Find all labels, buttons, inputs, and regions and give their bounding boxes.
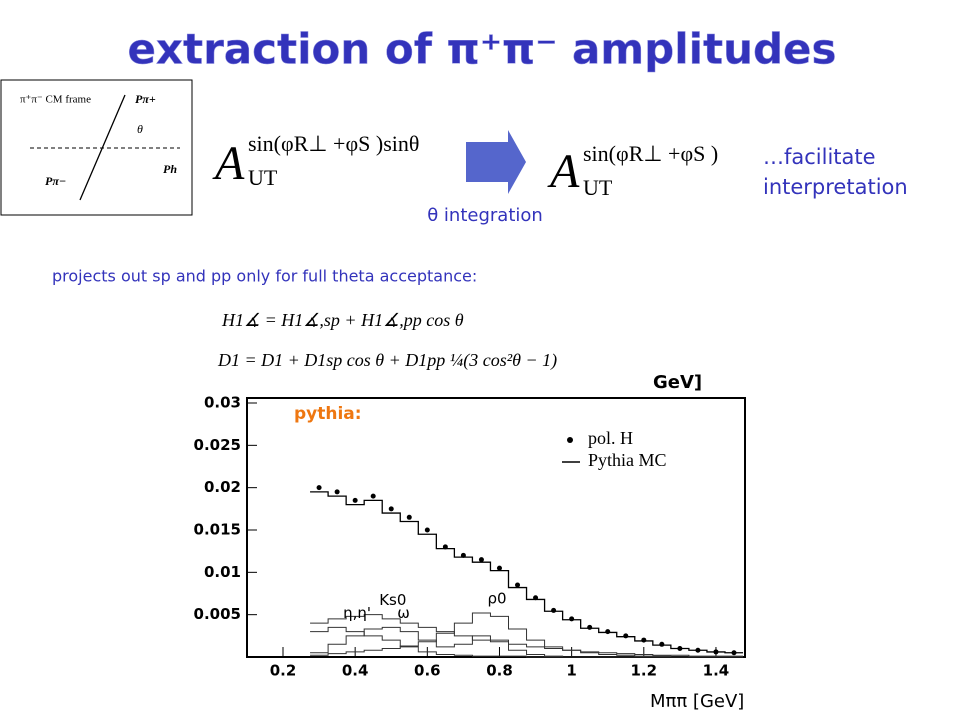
note-line: …facilitate xyxy=(763,145,876,169)
frame-label: π⁺π⁻ CM frame xyxy=(20,94,91,106)
component-line xyxy=(310,612,744,658)
data-point xyxy=(388,506,394,512)
x-tick-label: 1.4 xyxy=(703,662,730,680)
x-tick-label: 0.2 xyxy=(270,662,297,680)
theta-label: θ xyxy=(137,122,143,136)
component-label: η,η' xyxy=(343,604,371,622)
y-tick-label: 0.005 xyxy=(194,605,241,623)
x-tick-label: 0.4 xyxy=(342,662,369,680)
component-label: ω xyxy=(397,604,410,622)
data-point xyxy=(659,641,665,647)
plot: 0.005 0.01 0.015 0.02 0.025 0.03 0.2 0.4 0.6 0.8 1… xyxy=(194,394,746,712)
axis-fragment: GeV] xyxy=(653,372,702,393)
formula-sub: UT xyxy=(248,165,278,190)
component-line xyxy=(310,626,744,658)
series-line xyxy=(310,491,744,654)
x-tick-label: 0.8 xyxy=(486,662,513,680)
data-point xyxy=(515,582,521,588)
formula-base: A xyxy=(212,137,245,190)
x-axis-label: Mππ [GeV] xyxy=(650,691,744,712)
legend-label: pol. H xyxy=(588,428,633,448)
slide-title: extraction of π⁺π⁻ amplitudes xyxy=(127,25,836,74)
formula-base: A xyxy=(547,145,580,198)
data-point xyxy=(605,629,611,635)
y-tick-label: 0.015 xyxy=(194,521,241,539)
data-point xyxy=(569,616,575,622)
data-point xyxy=(641,637,647,643)
formula-sup: sin(φR⊥ +φS )sinθ xyxy=(248,131,419,156)
data-point xyxy=(496,565,502,571)
x-tick-label: 1 xyxy=(566,662,576,680)
formula-right: A sin(φR⊥ +φS ) UT xyxy=(547,141,718,200)
component-label: ρ0 xyxy=(487,589,506,607)
legend-label: Pythia MC xyxy=(588,450,667,470)
data-point xyxy=(370,493,376,499)
data-point xyxy=(587,624,593,630)
projection-text: projects out sp and pp only for full the… xyxy=(52,267,477,286)
p-plus-label: Pπ+ xyxy=(135,92,156,106)
data-point xyxy=(623,633,629,639)
annotation: pythia: xyxy=(294,404,362,424)
arrow-label: θ integration xyxy=(427,205,543,226)
component-label: Ks0 xyxy=(379,591,406,609)
formula-left: A sin(φR⊥ +φS )sinθ UT xyxy=(212,131,419,190)
y-tick-label: 0.02 xyxy=(204,478,241,496)
formula-sub: UT xyxy=(583,175,613,200)
data-point xyxy=(334,489,340,495)
x-tick-label: 0.6 xyxy=(414,662,441,680)
momentum-line xyxy=(79,94,126,201)
data-point xyxy=(478,557,484,563)
note-line: interpretation xyxy=(763,175,908,199)
ph-label: Ph xyxy=(163,162,177,176)
equation: D1 = D1 + D1sp cos θ + D1pp ¼(3 cos²θ − … xyxy=(217,350,557,371)
p-minus-label: Pπ− xyxy=(45,174,66,188)
plot-frame xyxy=(246,397,746,658)
data-point xyxy=(551,607,557,613)
data-point xyxy=(316,485,322,491)
arrow xyxy=(466,130,526,194)
data-point xyxy=(352,497,358,503)
formula-sup: sin(φR⊥ +φS ) xyxy=(583,141,718,166)
y-tick-label: 0.01 xyxy=(204,563,241,581)
equation: H1∡ = H1∡,sp + H1∡,pp cos θ xyxy=(221,310,464,330)
x-tick-label: 1.2 xyxy=(631,662,658,680)
data-point xyxy=(424,527,430,533)
y-tick-label: 0.03 xyxy=(204,394,241,412)
y-tick-label: 0.025 xyxy=(194,436,241,454)
data-point xyxy=(406,514,412,520)
legend-marker xyxy=(567,437,573,443)
